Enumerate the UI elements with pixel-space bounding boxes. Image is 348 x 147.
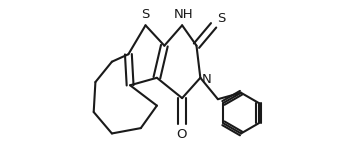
Text: S: S xyxy=(141,8,150,21)
Text: O: O xyxy=(176,128,186,141)
Text: S: S xyxy=(217,12,225,25)
Text: N: N xyxy=(201,73,211,86)
Text: NH: NH xyxy=(173,8,193,21)
